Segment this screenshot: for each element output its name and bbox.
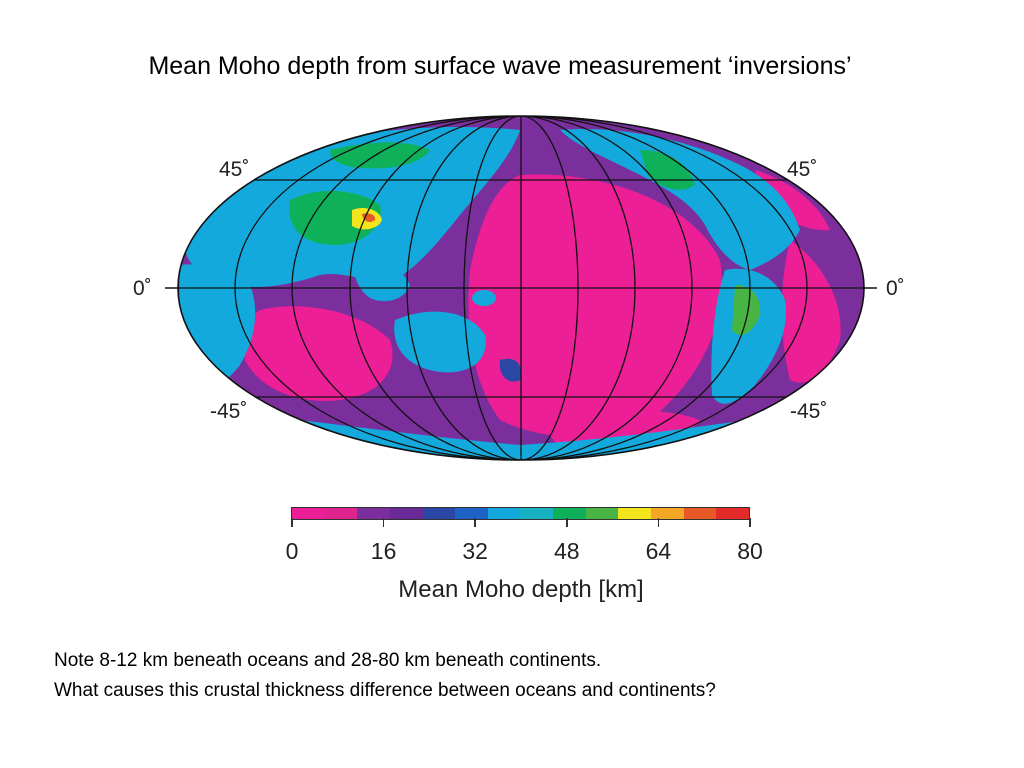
colorbar-segment xyxy=(716,508,749,519)
south-america-continent xyxy=(711,268,786,404)
colorbar-segment xyxy=(292,508,325,519)
colorbar-label: Mean Moho depth [km] xyxy=(398,576,644,603)
meridian-180 xyxy=(349,116,693,460)
colorbar-segment xyxy=(618,508,652,519)
atlantic-thin-crust xyxy=(781,240,841,383)
pacific-thin-crust xyxy=(468,174,722,437)
north-atlantic-thin-crust xyxy=(755,170,830,231)
lat-label-45s-left: -45˚ xyxy=(210,400,248,423)
colorbar-segment xyxy=(585,508,619,519)
colorbar-segment xyxy=(553,508,586,519)
lat-label-45s-right: -45˚ xyxy=(790,400,828,423)
graticule xyxy=(178,116,864,460)
colorbar-segment xyxy=(357,508,390,519)
meridian-120 xyxy=(406,116,636,460)
colorbar-tick-mark xyxy=(474,518,476,527)
meridian-300 xyxy=(234,116,808,460)
colorbar-segment xyxy=(683,508,717,519)
andes-thick-crust xyxy=(732,285,761,335)
colorbar-segment xyxy=(520,508,554,519)
colorbar-segment xyxy=(455,508,488,519)
note-line-1: Note 8-12 km beneath oceans and 28-80 km… xyxy=(54,650,602,671)
lat-label-equator-right: 0˚ xyxy=(886,277,905,300)
colorbar-tick-label: 0 xyxy=(285,538,299,564)
colorbar-segment xyxy=(422,508,456,519)
colorbar-tick-label: 48 xyxy=(554,538,580,564)
colorbar-tick-label: 32 xyxy=(462,538,488,564)
colorbar-tick-mark xyxy=(382,518,385,527)
ridge-patch xyxy=(499,358,522,382)
colorbar-tick-mark xyxy=(291,518,293,527)
colorbar-tick-label: 16 xyxy=(370,538,397,564)
meridian-240 xyxy=(291,116,751,460)
depth-colorbar xyxy=(291,507,750,520)
note-line-2: What causes this crustal thickness diffe… xyxy=(54,680,716,701)
tibet-thick-crust xyxy=(289,190,381,245)
colorbar-segment xyxy=(324,508,358,519)
colorbar-segment xyxy=(487,508,521,519)
colorbar-tick-mark xyxy=(657,518,660,527)
colorbar-tick-label: 80 xyxy=(737,538,763,564)
colorbar-tick-mark xyxy=(749,518,751,527)
moho-depth-map xyxy=(165,115,877,461)
lat-label-equator-left: 0˚ xyxy=(133,277,152,300)
colorbar-tick-label: 64 xyxy=(645,538,672,564)
colorbar-segment xyxy=(651,508,684,519)
lat-label-45n-right: 45˚ xyxy=(787,158,818,181)
southeast-asia-continent xyxy=(354,258,410,302)
lat-label-45n-left: 45˚ xyxy=(219,158,250,181)
meridian-60 xyxy=(463,116,579,460)
colorbar-tick-mark xyxy=(566,518,568,527)
slide-title: Mean Moho depth from surface wave measur… xyxy=(148,52,852,80)
pacific-plateau-patch xyxy=(472,290,496,306)
north-america-continent xyxy=(560,129,800,270)
colorbar-segment xyxy=(389,508,423,519)
